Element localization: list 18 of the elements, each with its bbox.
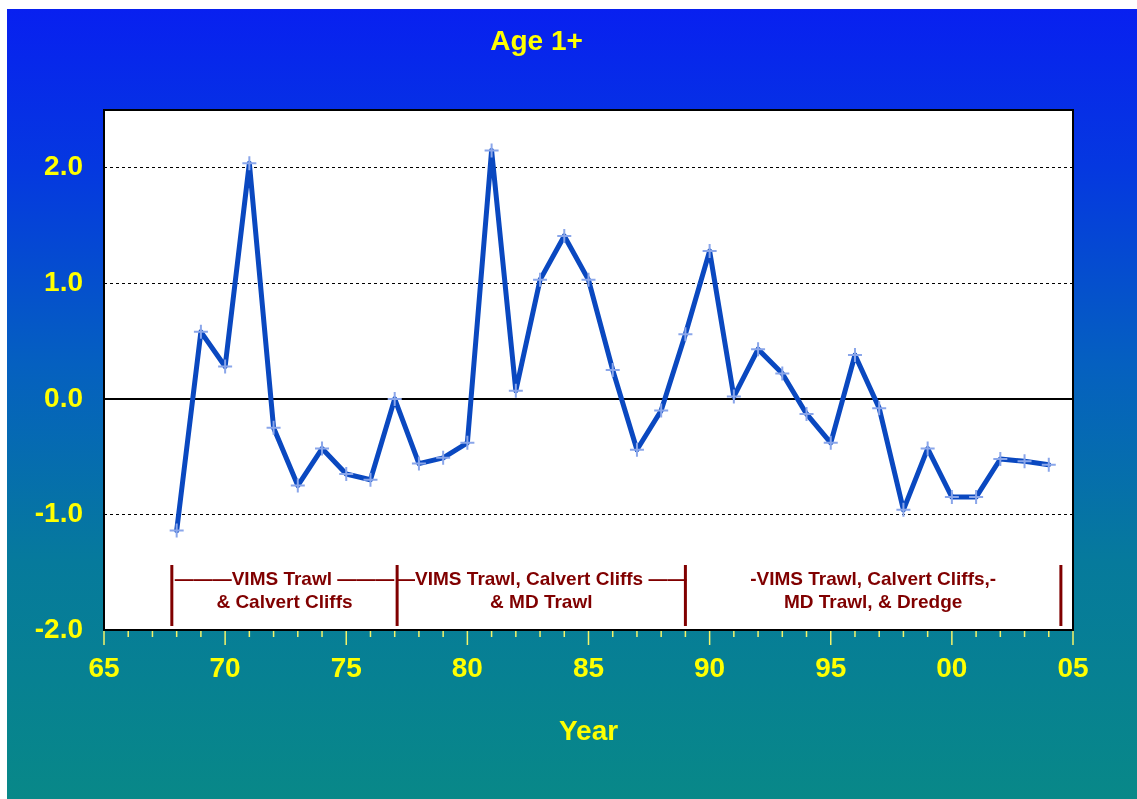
y-tick-label: 2.0 [44,150,83,182]
x-tick-label: 85 [572,651,605,683]
x-tick-label: 95 [815,651,847,683]
y-tick-label: -2.0 [34,612,83,644]
chart-title: Age 1+ [490,24,583,56]
x-tick-label: 75 [330,651,362,683]
y-tick-label: 1.0 [44,266,83,298]
y-tick-label: 0.0 [44,381,83,413]
x-tick-label: 90 [694,651,726,683]
x-tick-label: 70 [209,651,241,683]
x-tick-label: 65 [88,651,120,683]
annotation: ———VIMS Trawl ——— & Calvert Cliffs [174,568,395,613]
x-tick-label: 05 [1057,651,1089,683]
x-axis-title: Year [558,714,619,746]
annotation: -VIMS Trawl, Calvert Cliffs,- MD Trawl, & Dredge [750,568,997,613]
x-tick-label: 00 [936,651,968,683]
x-tick-label: 80 [451,651,483,683]
y-tick-label: -1.0 [34,497,83,529]
